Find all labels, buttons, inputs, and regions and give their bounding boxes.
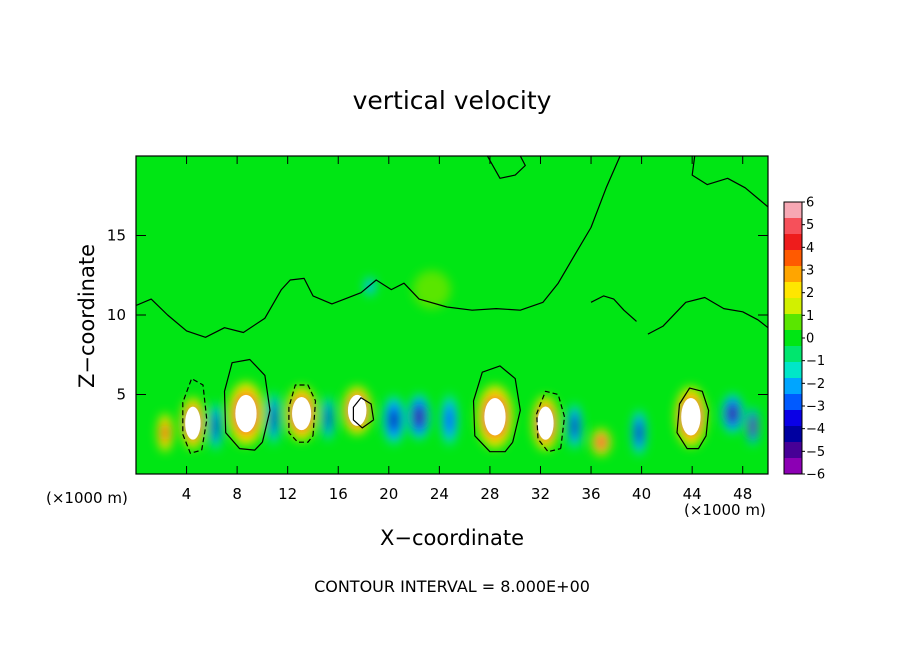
x-axis-label: X−coordinate [380, 526, 524, 550]
y-tick-label: 15 [107, 227, 126, 245]
field-cell-band [598, 438, 605, 447]
colorbar-tick-label: −4 [806, 422, 825, 437]
x-unit-left: (×1000 m) [46, 489, 128, 507]
field-cell-core [292, 396, 312, 431]
chart-title: vertical velocity [352, 86, 552, 115]
colorbar-swatch [784, 442, 802, 459]
contour-line [486, 156, 526, 179]
field-cell-band [415, 409, 423, 424]
colorbar-swatch [784, 346, 802, 363]
field-cell-band [365, 280, 374, 293]
x-tick-label: 16 [329, 485, 348, 503]
colorbar-swatch [784, 378, 802, 395]
colorbar-tick-label: −2 [806, 377, 825, 392]
colorbar-swatch [784, 282, 802, 299]
colorbar-swatch [784, 298, 802, 315]
field-cell-band [445, 407, 454, 432]
x-tick-label: 24 [430, 485, 449, 503]
field-cell-band [571, 418, 578, 435]
colorbar-swatch [784, 314, 802, 331]
field-cell-core [235, 394, 257, 433]
field-cells [156, 270, 760, 457]
x-axis: 4 8 12 16 20 24 28 32 36 40 44 48 [182, 156, 752, 503]
contour-line [182, 378, 208, 454]
field-cell-core [537, 406, 554, 440]
field-cell-band [412, 270, 451, 309]
x-tick-label: 8 [232, 485, 242, 503]
colorbar-swatch [784, 426, 802, 443]
field-cell-band [271, 408, 276, 429]
x-tick-label: 28 [480, 485, 499, 503]
contour-line [676, 387, 710, 450]
contour-line [691, 156, 768, 208]
x-tick-label: 40 [632, 485, 651, 503]
contour-line [136, 156, 621, 338]
x-tick-label: 36 [581, 485, 600, 503]
field-cell-core [185, 406, 201, 440]
colorbar-swatch [784, 410, 802, 427]
colorbar-swatch [784, 266, 802, 283]
colorbar-tick-label: −1 [806, 354, 825, 369]
contour-line [590, 295, 637, 322]
y-tick-label: 5 [116, 386, 126, 404]
contour-interval-note: CONTOUR INTERVAL = 8.000E+00 [314, 577, 590, 596]
colorbar-swatch [784, 394, 802, 411]
field-cell-band [389, 411, 398, 429]
contour-lines [136, 156, 768, 454]
field-cell-band [213, 417, 218, 436]
colorbar-tick-label: 5 [806, 218, 814, 233]
colorbar-tick-label: 3 [806, 264, 814, 279]
contour-line [536, 390, 566, 453]
x-tick-label: 48 [733, 485, 752, 503]
colorbar-swatch [784, 362, 802, 379]
colorbar-swatch [784, 250, 802, 267]
field-cell-core [681, 397, 701, 436]
colorbar: 6 5 4 3 2 1 0 −1 −2 −3 −4 −5 −6 [783, 196, 825, 483]
colorbar-tick-label: −5 [806, 445, 825, 460]
contour-line [647, 296, 768, 335]
colorbar-tick-label: 2 [806, 286, 814, 301]
x-tick-label: 4 [182, 485, 192, 503]
field-cell-band [162, 425, 168, 440]
colorbar-swatch [784, 202, 802, 219]
field-cell-band [326, 410, 331, 427]
contour-line [472, 365, 521, 453]
field-cell-band [729, 407, 736, 420]
colorbar-tick-label: 6 [806, 196, 814, 211]
colorbar-swatch [784, 218, 802, 235]
contour-line [352, 397, 375, 429]
y-axis-label: Z−coordinate [75, 244, 99, 388]
field-cell-core [347, 394, 367, 426]
field-cell-band [636, 424, 642, 441]
contour-line [223, 358, 271, 451]
field-cell-core [484, 398, 506, 436]
x-tick-label: 12 [278, 485, 297, 503]
y-axis: 5 10 15 [107, 227, 768, 404]
field-cell-band [751, 421, 755, 432]
colorbar-swatch [784, 234, 802, 251]
x-tick-label: 32 [531, 485, 550, 503]
colorbar-tick-label: 1 [806, 309, 814, 324]
colorbar-tick-label: −3 [806, 400, 825, 415]
colorbar-swatch [784, 330, 802, 347]
colorbar-swatch [784, 458, 802, 475]
x-tick-label: 20 [379, 485, 398, 503]
contour-line [288, 384, 317, 443]
x-tick-label: 44 [683, 485, 702, 503]
colorbar-tick-label: 4 [806, 241, 814, 256]
colorbar-tick-label: −6 [806, 468, 825, 483]
colorbar-tick-label: 0 [806, 332, 814, 347]
y-tick-label: 10 [107, 306, 126, 324]
x-unit-right: (×1000 m) [684, 501, 766, 519]
